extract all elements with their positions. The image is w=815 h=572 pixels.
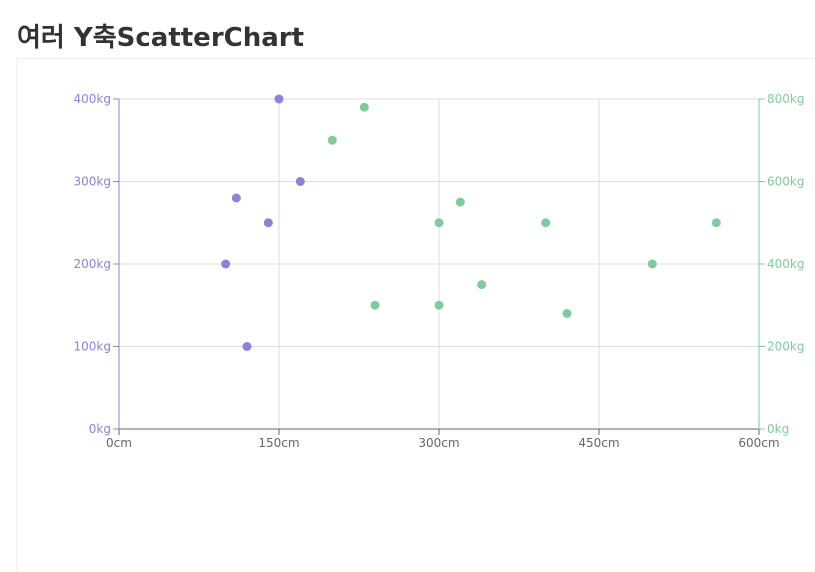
scatter-point-left [221, 259, 231, 269]
scatter-chart: 0cm 150cm 300cm 450cm 600cm0kg100kg200kg300k… [74, 92, 805, 450]
scatter-point-right [541, 218, 551, 228]
y-axis-right-tick-label: 400kg [767, 257, 804, 271]
y-axis-left-tick-label: 300kg [74, 175, 111, 189]
scatter-point-right [434, 300, 444, 310]
scatter-point-right [370, 300, 380, 310]
axes: 0cm 150cm 300cm 450cm 600cm0kg100kg200kg300k… [74, 92, 805, 450]
page-title: 여러 Y축ScatterChart [17, 23, 305, 53]
data-points [221, 94, 721, 351]
scatter-point-right [455, 197, 465, 207]
scatter-point-left [231, 193, 241, 203]
y-axis-left-tick-label: 200kg [74, 257, 111, 271]
scatter-point-right [711, 218, 721, 228]
scatter-point-right [327, 135, 337, 145]
scatter-point-left [274, 94, 284, 104]
scatter-point-right [477, 280, 487, 290]
y-axis-right-tick-label: 600kg [767, 175, 804, 189]
chart-panel: 0cm 150cm 300cm 450cm 600cm 0kg 100kg 200kg 300k… [16, 58, 815, 571]
y-axis-right-tick-label: 800kg [767, 92, 804, 106]
x-axis-tick-label: 150cm [258, 436, 299, 450]
y-axis-left-tick-label: 100kg [74, 340, 111, 354]
x-axis-tick-label: 600cm [738, 436, 779, 450]
scatter-point-right [434, 218, 444, 228]
y-axis-left-tick-label: 400kg [74, 92, 111, 106]
scatter-point-right [562, 309, 572, 318]
grid [118, 98, 760, 430]
x-axis-tick-label: 0cm [106, 436, 132, 450]
y-axis-right-tick-label: 0kg [767, 422, 789, 436]
x-axis-tick-label: 450cm [578, 436, 619, 450]
scatter-point-right [359, 102, 369, 112]
scatter-point-left [242, 342, 252, 351]
y-axis-right-tick-label: 200kg [767, 340, 804, 354]
y-axis-left-tick-label: 0kg [89, 422, 111, 436]
x-axis-tick-label: 300cm [418, 436, 459, 450]
scatter-point-left [295, 177, 305, 186]
scatter-point-right [647, 259, 657, 269]
scatter-point-left [263, 218, 273, 228]
